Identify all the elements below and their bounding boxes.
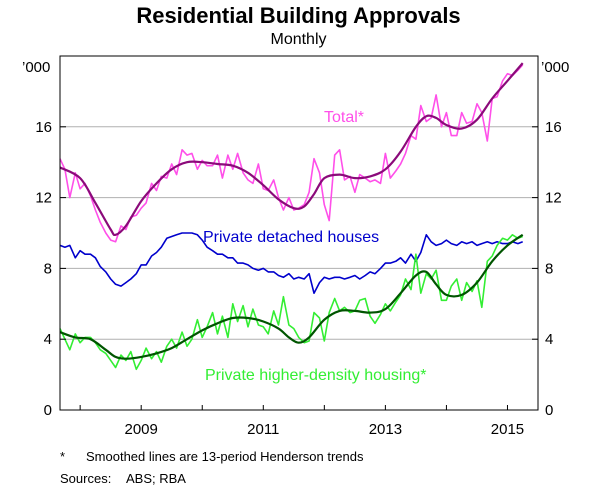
x-tick-label: 2015	[491, 421, 524, 438]
y-tick-label-left: 12	[35, 190, 52, 207]
y-unit-left: ’000	[22, 59, 50, 76]
footnote-text: Smoothed lines are 13-period Henderson t…	[86, 449, 364, 464]
series-line-higher-density	[59, 234, 523, 371]
series-layer	[59, 62, 524, 371]
line-chart: 0 0 4 4 8 8 12 12 16 16 2009 2011 2013 2015 ’000 ’000…	[22, 55, 569, 438]
y-tick-label-right: 12	[545, 190, 562, 207]
y-unit-right: ’000	[541, 59, 569, 76]
series-label-higher-density: Private higher-density housing*	[205, 367, 426, 384]
x-tick-label: 2011	[247, 421, 279, 438]
tick-marks	[60, 126, 538, 411]
y-tick-label-right: 8	[545, 260, 553, 277]
y-tick-label-left: 0	[44, 402, 52, 419]
footnote-marker: *	[60, 449, 66, 464]
series-label-detached: Private detached houses	[203, 229, 379, 246]
x-tick-label: 2013	[369, 421, 402, 438]
sources-text: ABS; RBA	[126, 471, 186, 486]
y-tick-label-right: 16	[545, 119, 562, 136]
axis-labels: 0 0 4 4 8 8 12 12 16 16 2009 2011 2013 2015	[35, 119, 561, 438]
chart-subtitle: Monthly	[270, 31, 327, 48]
x-tick-label: 2009	[125, 421, 158, 438]
sources-label: Sources:	[60, 471, 112, 486]
y-tick-label-left: 4	[44, 331, 52, 348]
series-line-total	[59, 64, 524, 243]
y-tick-label-right: 4	[545, 331, 553, 348]
chart-notes: * Smoothed lines are 13-period Henderson …	[60, 446, 364, 490]
y-tick-label-left: 8	[44, 260, 52, 277]
series-line-detached	[59, 232, 523, 294]
chart-title: Residential Building Approvals	[136, 3, 461, 28]
trend-line-total	[59, 62, 524, 237]
trend-line-higher-density	[59, 233, 524, 360]
series-label-total: Total*	[324, 109, 364, 126]
sources: Sources: ABS; RBA	[60, 468, 364, 490]
y-tick-label-left: 16	[35, 119, 52, 136]
y-tick-label-right: 0	[545, 402, 553, 419]
plot-frame	[59, 55, 539, 411]
footnote: * Smoothed lines are 13-period Henderson …	[60, 446, 364, 468]
